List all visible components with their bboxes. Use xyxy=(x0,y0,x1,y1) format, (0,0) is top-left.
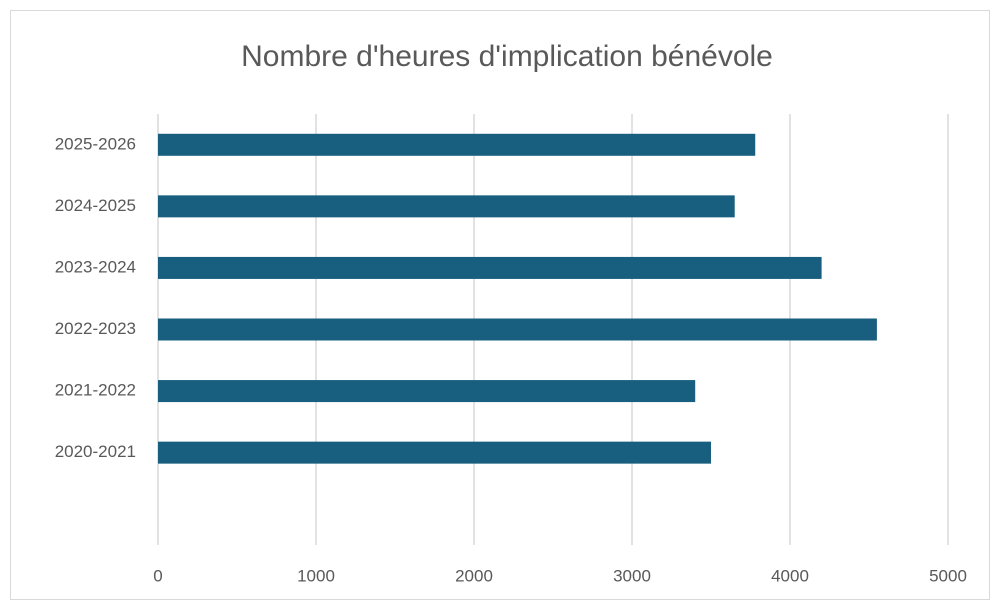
y-tick-label: 2025-2026 xyxy=(55,134,136,153)
y-tick-label: 2023-2024 xyxy=(55,257,136,276)
x-tick-label: 1000 xyxy=(297,566,335,585)
y-tick-label: 2021-2022 xyxy=(55,381,136,400)
bar xyxy=(158,441,711,464)
chart-border xyxy=(10,10,990,600)
bar xyxy=(158,380,696,403)
x-tick-label: 4000 xyxy=(771,566,809,585)
x-tick-label: 5000 xyxy=(929,566,967,585)
x-tick-label: 0 xyxy=(153,566,162,585)
bar xyxy=(158,133,756,156)
y-tick-label: 2020-2021 xyxy=(55,442,136,461)
y-tick-label: 2024-2025 xyxy=(55,196,136,215)
y-tick-label: 2022-2023 xyxy=(55,319,136,338)
bar xyxy=(158,256,822,279)
chart-title: Nombre d'heures d'implication bénévole xyxy=(241,40,773,73)
x-tick-label: 3000 xyxy=(613,566,651,585)
bar xyxy=(158,195,735,218)
x-tick-label: 2000 xyxy=(455,566,493,585)
bar xyxy=(158,318,877,341)
